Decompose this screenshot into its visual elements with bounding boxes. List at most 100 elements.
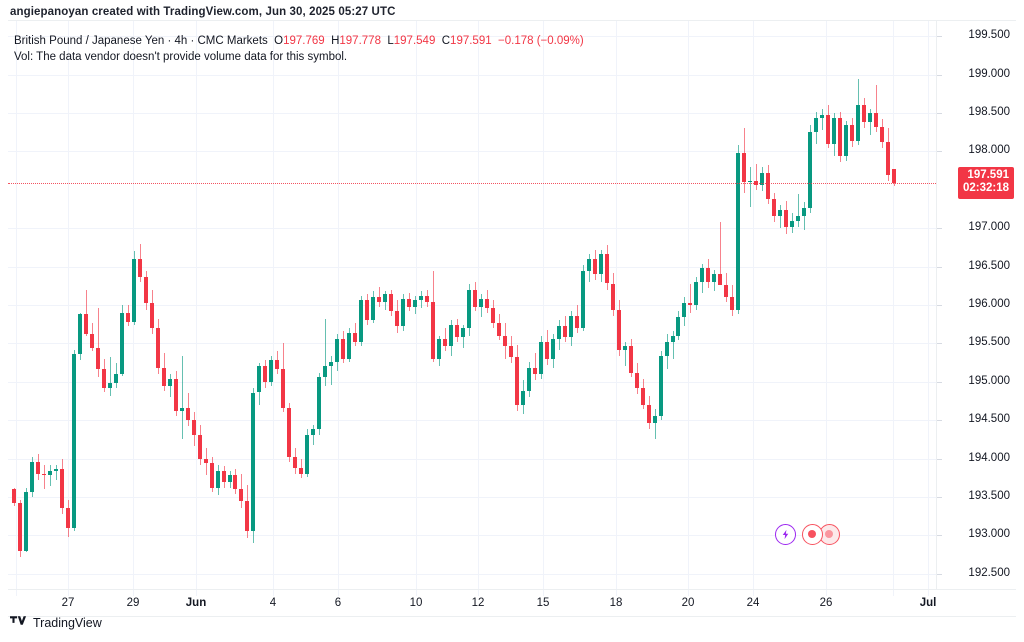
price-axis-label: 195.500 xyxy=(968,336,1010,349)
time-axis-label: Jul xyxy=(919,597,937,609)
time-axis-label: 27 xyxy=(61,597,75,609)
price-axis-label: 195.000 xyxy=(968,374,1010,387)
candle-wick xyxy=(655,409,656,439)
candle-body-bullish xyxy=(676,317,680,336)
candle-body-bearish xyxy=(886,142,890,175)
candle-body-bullish xyxy=(257,366,261,393)
candle-body-bearish xyxy=(503,335,507,347)
lightning-bolt-icon[interactable] xyxy=(775,524,796,545)
candle-body-bearish xyxy=(611,283,615,310)
candle-body-bullish xyxy=(587,258,591,272)
candle-body-bullish xyxy=(700,268,704,282)
legend-symbol-label: British Pound / Japanese Yen · 4h · CMC … xyxy=(14,35,268,47)
candle-wick xyxy=(325,318,326,387)
gridline-vertical xyxy=(16,21,17,589)
candle-body-bearish xyxy=(287,407,291,457)
price-tick-mark xyxy=(937,458,942,460)
candle-body-bearish xyxy=(210,463,214,488)
candle-body-bullish xyxy=(251,392,255,531)
chart-tool-buttons xyxy=(775,524,840,545)
legend-high-value: 197.778 xyxy=(339,35,381,47)
candle-body-bearish xyxy=(36,462,40,474)
gridline-horizontal xyxy=(8,496,936,498)
price-axis-label: 198.000 xyxy=(968,144,1010,157)
candle-body-bearish xyxy=(239,489,243,502)
candle-body-bullish xyxy=(180,407,184,411)
price-tick-mark xyxy=(937,266,942,268)
candle-body-bullish xyxy=(228,475,232,482)
candle-body-bearish xyxy=(425,295,429,302)
time-tick-mark xyxy=(753,590,754,596)
chart-plot-area[interactable]: British Pound / Japanese Yen · 4h · CMC … xyxy=(8,21,936,589)
time-axis-label: 18 xyxy=(609,597,623,609)
time-axis-label: 4 xyxy=(269,597,277,609)
candle-body-bullish xyxy=(437,338,441,359)
chart-legend: British Pound / Japanese Yen · 4h · CMC … xyxy=(14,33,584,65)
price-tick-mark xyxy=(937,343,942,345)
gridline-horizontal xyxy=(8,36,936,38)
candle-body-bearish xyxy=(838,117,842,157)
candle-body-bearish xyxy=(377,297,381,302)
last-price-tag: 197.591 02:32:18 xyxy=(957,166,1014,199)
candle-wick xyxy=(110,357,111,396)
candle-body-bullish xyxy=(790,220,794,227)
candle-body-bullish xyxy=(311,429,315,436)
gridline-horizontal xyxy=(8,535,936,537)
candle-body-bearish xyxy=(892,169,896,183)
candle-body-bullish xyxy=(54,469,58,471)
candle-wick xyxy=(625,341,626,367)
candle-body-bullish xyxy=(305,435,309,474)
candle-body-bullish xyxy=(653,415,657,424)
candle-body-bullish xyxy=(796,215,800,221)
candle-body-bullish xyxy=(335,338,339,362)
candle-body-bearish xyxy=(874,113,878,127)
candle-body-bullish xyxy=(216,470,220,488)
candle-body-bearish xyxy=(545,341,549,359)
candle-body-bullish xyxy=(383,294,387,302)
candle-body-bearish xyxy=(174,378,178,411)
candle-body-bullish xyxy=(623,346,627,350)
replay-dot-back xyxy=(825,530,834,539)
candle-body-bearish xyxy=(431,301,435,359)
gridline-horizontal xyxy=(8,266,936,268)
time-axis-label: 20 xyxy=(681,597,695,609)
candle-body-bearish xyxy=(880,126,884,143)
candle-body-bullish xyxy=(856,105,860,141)
time-tick-mark xyxy=(478,590,479,596)
price-tick-mark xyxy=(937,228,942,230)
candle-wick xyxy=(756,163,757,190)
price-axis-label: 199.500 xyxy=(968,29,1010,42)
candle-body-bullish xyxy=(844,125,848,157)
candle-body-bearish xyxy=(862,105,866,123)
price-axis[interactable]: 199.500 199.000 198.500 198.000 197.000 196.5… xyxy=(936,21,1016,589)
candle-wick xyxy=(86,289,87,336)
candle-body-bearish xyxy=(233,475,237,490)
candle-body-bearish xyxy=(629,346,633,373)
time-axis[interactable]: 27 29 Jun 4 6 10 12 15 18 20 24 26 Jul xyxy=(8,589,1016,617)
candle-wick xyxy=(822,108,823,130)
price-tick-mark xyxy=(937,74,942,76)
bar-replay-icon[interactable] xyxy=(802,524,840,545)
candle-body-bearish xyxy=(299,467,303,474)
legend-high-label: H xyxy=(331,35,340,47)
gridline-horizontal xyxy=(8,420,936,422)
price-tick-mark xyxy=(937,36,942,38)
candle-wick xyxy=(673,331,674,359)
candle-body-bullish xyxy=(832,117,836,144)
gridline-horizontal xyxy=(8,305,936,306)
price-tick-mark xyxy=(937,420,942,422)
tradingview-wordmark: TradingView xyxy=(33,616,102,630)
candle-body-bearish xyxy=(443,338,447,347)
candle-body-bearish xyxy=(455,324,459,338)
candle-wick xyxy=(56,464,57,480)
candle-body-bearish xyxy=(407,298,411,307)
time-axis-label: 12 xyxy=(471,597,485,609)
bar-countdown: 02:32:18 xyxy=(962,182,1009,195)
candle-body-bullish xyxy=(467,289,471,329)
candle-wick xyxy=(780,205,781,229)
candle-body-bullish xyxy=(712,274,716,282)
candle-body-bullish xyxy=(329,361,333,367)
legend-change-value: −0.178 (−0.09%) xyxy=(498,35,584,47)
time-axis-label: 6 xyxy=(334,597,342,609)
candle-body-bearish xyxy=(293,456,297,468)
